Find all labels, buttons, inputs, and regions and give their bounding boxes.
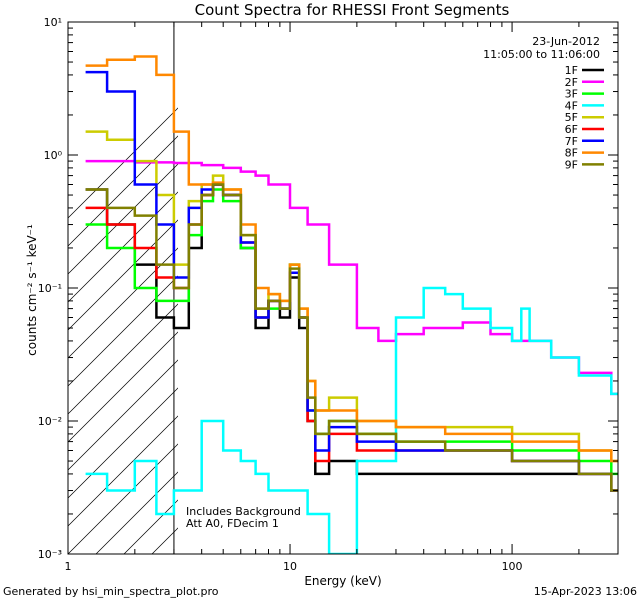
hatch-line — [68, 107, 178, 219]
legend-label-8F: 8F — [565, 147, 578, 160]
y-tick-label: 10⁻¹ — [38, 282, 62, 295]
y-tick-label: 10⁰ — [44, 149, 63, 162]
series-layer — [85, 55, 618, 554]
y-tick-label: 10¹ — [44, 16, 62, 29]
footer-timestamp: 15-Apr-2023 13:06 — [534, 585, 637, 598]
legend-label-2F: 2F — [565, 76, 578, 89]
legend-label-4F: 4F — [565, 99, 578, 112]
legend-label-9F: 9F — [565, 158, 578, 171]
hatch-line — [68, 387, 178, 499]
hatch-line — [68, 275, 178, 387]
hatch-line — [628, 22, 640, 554]
legend-label-3F: 3F — [565, 88, 578, 101]
hatch-line — [68, 415, 178, 527]
y-axis: 10⁻³ 10⁻² 10⁻¹ 10⁰ 10¹ — [38, 16, 618, 561]
series-8F — [85, 55, 618, 463]
legend-label-6F: 6F — [565, 123, 578, 136]
time-range-label: 11:05:00 to 11:06:00 — [483, 48, 600, 61]
x-tick-label: 1 — [65, 560, 72, 573]
series-6F — [85, 183, 618, 492]
series-9F — [85, 183, 618, 492]
chart-title: Count Spectra for RHESSI Front Segments — [195, 1, 510, 19]
annotation-background: Includes Background — [186, 505, 301, 518]
annotation-attenuator: Att A0, FDecim 1 — [186, 517, 279, 530]
series-7F — [85, 70, 618, 492]
hatch-line — [68, 191, 178, 303]
footer-generator: Generated by hsi_min_spectra_plot.pro — [3, 585, 219, 598]
hatch-line — [68, 359, 178, 471]
legend-label-1F: 1F — [565, 64, 578, 77]
x-tick-label: 10 — [283, 560, 297, 573]
series-1F — [85, 183, 618, 492]
legend-label-7F: 7F — [565, 135, 578, 148]
series-4F — [85, 286, 618, 554]
date-label: 23-Jun-2012 — [532, 35, 600, 48]
y-tick-label: 10⁻² — [38, 415, 62, 428]
hatch-line — [68, 219, 178, 331]
legend-label-5F: 5F — [565, 111, 578, 124]
x-axis: 1 10 100 — [65, 22, 619, 573]
x-axis-label: Energy (keV) — [304, 574, 381, 588]
y-axis-label: counts cm⁻² s⁻¹ keV⁻¹ — [25, 224, 39, 356]
x-tick-label: 100 — [502, 560, 523, 573]
y-tick-label: 10⁻³ — [38, 548, 62, 561]
